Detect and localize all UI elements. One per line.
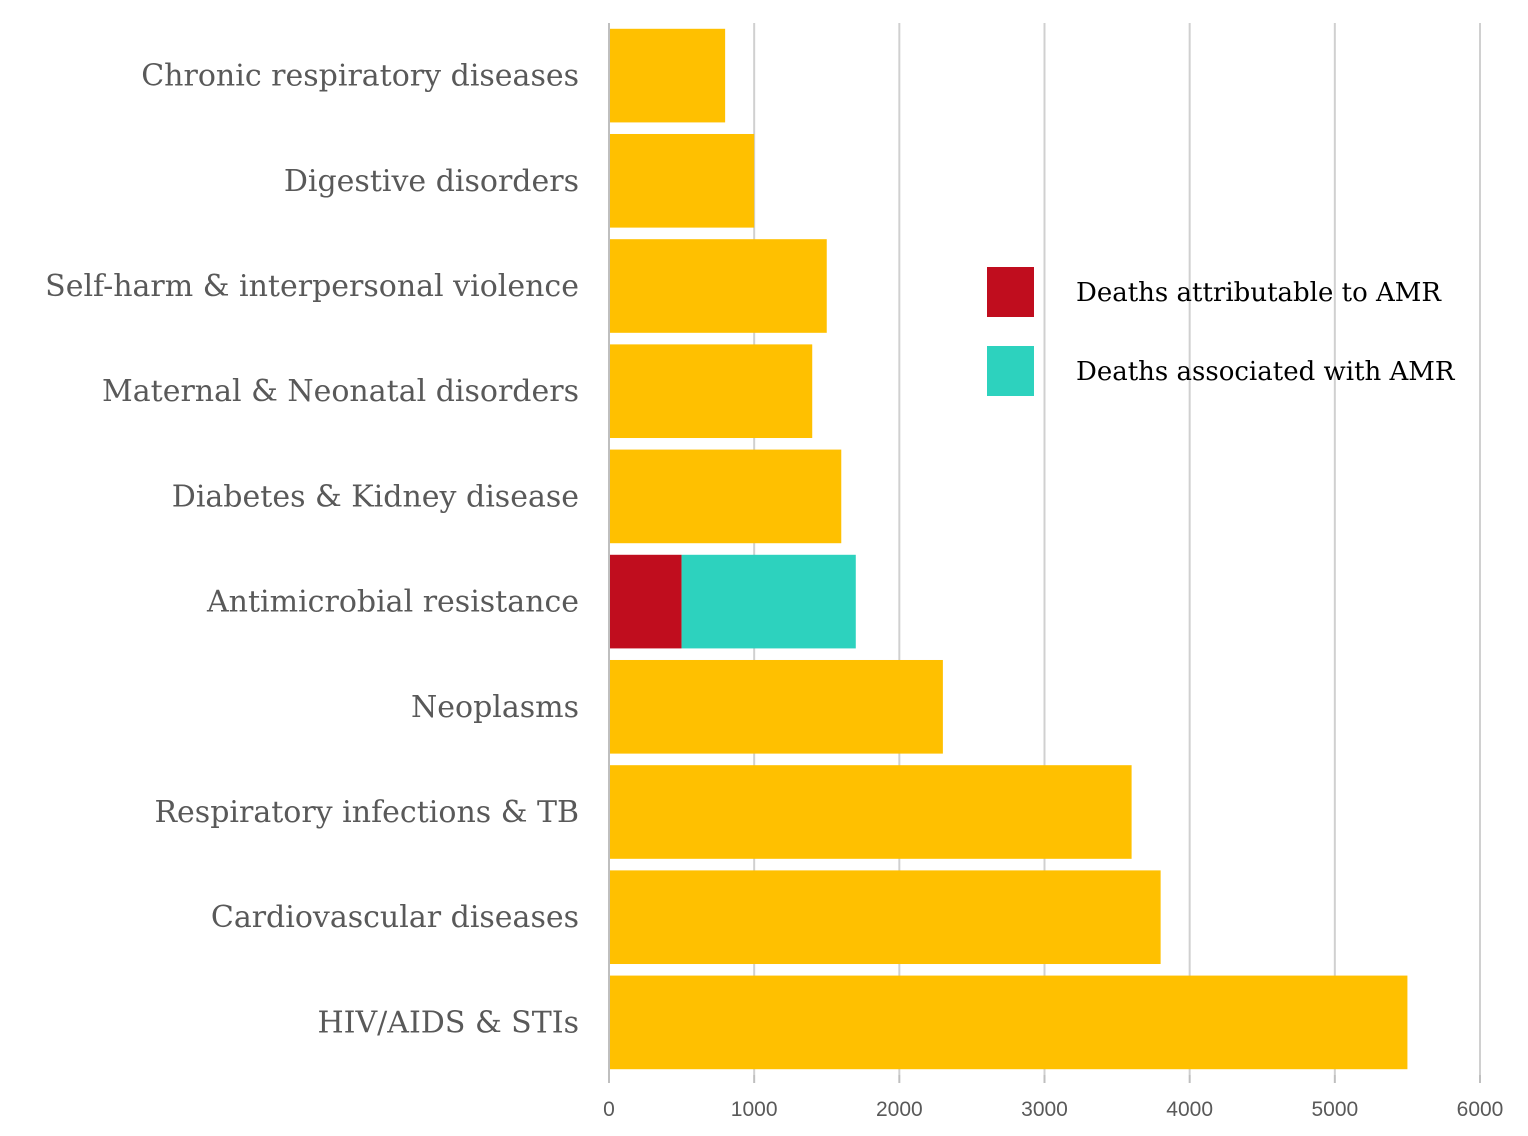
x-tick-label: 3000: [1021, 1098, 1068, 1121]
bar-other: [609, 28, 726, 123]
bar-other: [609, 344, 813, 439]
category-label: Self-harm & interpersonal violence: [45, 269, 579, 304]
bar-other: [609, 659, 943, 754]
category-label: Neoplasms: [411, 690, 579, 725]
x-tick-label: 4000: [1166, 1098, 1213, 1121]
legend-swatch: [987, 267, 1034, 317]
bar-series-1: [609, 554, 682, 649]
x-tick-label: 0: [603, 1098, 615, 1121]
legend-swatch: [987, 346, 1034, 396]
category-label: Antimicrobial resistance: [206, 585, 579, 620]
bar-other: [609, 870, 1161, 965]
x-tick-label: 1000: [731, 1098, 778, 1121]
bar-other: [609, 975, 1408, 1070]
bars: [609, 28, 1408, 1070]
category-label: Diabetes & Kidney disease: [172, 479, 579, 514]
bar-other: [609, 239, 827, 333]
bar-other: [609, 765, 1132, 859]
category-label: HIV/AIDS & STIs: [318, 1005, 580, 1040]
legend: Deaths attributable to AMR Deaths associa…: [987, 267, 1456, 396]
category-labels: Chronic respiratory diseases Digestive di…: [45, 59, 579, 1041]
legend-label: Deaths associated with AMR: [1076, 357, 1456, 387]
x-axis: 0 1000 2000 3000 4000 5000 6000: [603, 23, 1503, 1121]
bar-other: [609, 133, 755, 228]
legend-label: Deaths attributable to AMR: [1076, 278, 1442, 308]
x-tick-label: 6000: [1457, 1098, 1504, 1121]
category-label: Digestive disorders: [284, 164, 579, 199]
x-tick-label: 5000: [1311, 1098, 1358, 1121]
category-label: Respiratory infections & TB: [154, 795, 579, 830]
category-label: Maternal & Neonatal disorders: [102, 374, 579, 409]
bar-series-2: [681, 554, 856, 649]
category-label: Cardiovascular diseases: [211, 900, 579, 935]
bar-other: [609, 449, 842, 544]
category-label: Chronic respiratory diseases: [141, 59, 579, 94]
x-tick-label: 2000: [876, 1098, 923, 1121]
